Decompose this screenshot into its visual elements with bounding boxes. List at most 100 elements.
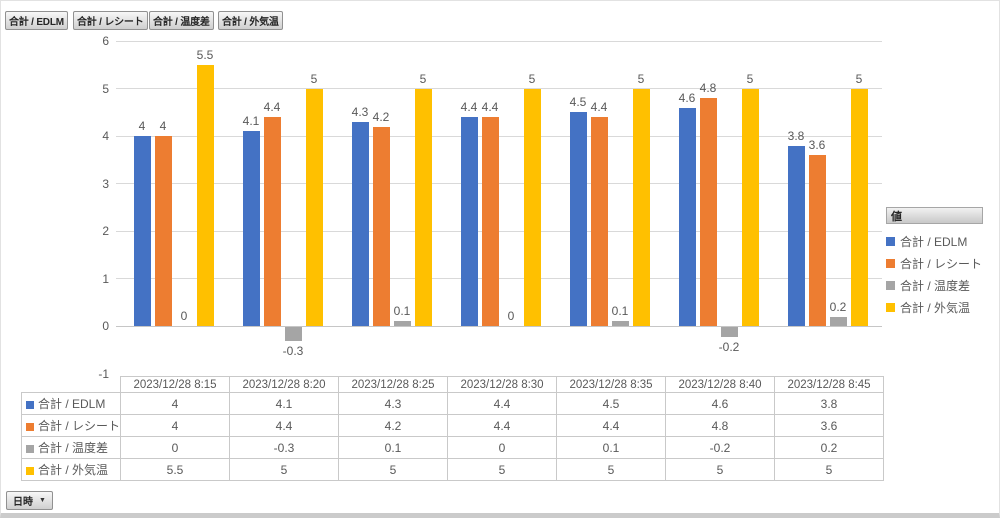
legend-swatch-icon [886, 280, 895, 290]
table-cell: 5 [338, 458, 449, 481]
y-axis-tick-label: 1 [102, 271, 109, 286]
table-cell: 5 [774, 458, 885, 481]
axis-field-button-label: 日時 [13, 497, 33, 508]
bar[interactable] [414, 88, 432, 326]
field-button-outdoortemp[interactable]: 合計 / 外気温 [218, 11, 283, 30]
legend-item-label: 合計 / EDLM [900, 234, 968, 249]
data-label: 4.8 [699, 81, 717, 95]
table-cell: 4.2 [338, 414, 449, 437]
table-row: 合計 / EDLM 4 4.1 4.3 4.4 4.5 4.6 3.8 [20, 392, 885, 415]
y-axis-tick-label: 5 [102, 81, 109, 96]
bar[interactable] [133, 136, 151, 326]
y-axis-tick-label: 4 [102, 129, 109, 143]
bar[interactable] [196, 64, 214, 326]
gridline [116, 278, 882, 279]
legend-item[interactable]: 合計 / レシート [886, 252, 996, 274]
data-label: 4.5 [569, 95, 587, 110]
y-axis-tick-label: 3 [102, 176, 109, 191]
table-cell: 4.8 [665, 414, 776, 437]
dropdown-arrow-icon: ▼ [39, 497, 46, 504]
table-cell: 4 [120, 392, 231, 415]
data-label: 4.4 [481, 100, 499, 114]
bar[interactable] [590, 117, 608, 326]
gridline [116, 230, 882, 232]
y-axis-tick-label: 6 [102, 34, 109, 48]
gridline [116, 135, 882, 137]
table-cell: 0 [447, 436, 558, 459]
bar[interactable] [699, 98, 717, 326]
table-corner-blank [22, 377, 121, 393]
axis-field-button-datetime[interactable]: 日時 ▼ [6, 491, 53, 510]
data-label: 4 [138, 119, 146, 133]
bar[interactable] [372, 126, 390, 326]
y-axis-tick-label: 2 [102, 224, 109, 238]
table-cell: 5.5 [120, 458, 231, 481]
bar[interactable] [481, 117, 499, 326]
data-label: 4.4 [590, 100, 608, 114]
data-label: 4.6 [678, 90, 696, 105]
y-axis-tick-label: 0 [102, 319, 109, 333]
data-label: 0.1 [611, 304, 629, 319]
data-label: 0.2 [829, 299, 847, 314]
data-label: 5 [419, 71, 427, 86]
data-label: 4.3 [351, 104, 369, 119]
legend-swatch-icon [886, 258, 895, 268]
bar[interactable] [787, 145, 805, 326]
bar[interactable] [460, 117, 478, 326]
data-label: 5 [637, 71, 645, 86]
data-label: 0 [507, 309, 515, 323]
data-label: 0 [180, 309, 188, 323]
table-cell: 4.4 [447, 414, 558, 437]
data-label: 5.5 [196, 47, 214, 62]
field-button-tempdiff[interactable]: 合計 / 温度差 [149, 11, 214, 30]
table-cell: 0.2 [774, 436, 885, 459]
table-cell: -0.2 [665, 436, 776, 459]
gridline [116, 88, 882, 89]
table-cell: 5 [556, 458, 667, 481]
table-cell: 5 [665, 458, 776, 481]
legend-title[interactable]: 値 [886, 207, 983, 224]
data-label: 4.4 [263, 100, 281, 114]
series-swatch-icon [26, 401, 34, 409]
bar[interactable] [850, 88, 868, 326]
table-column-header: 2023/12/28 8:40 [665, 376, 776, 393]
bar[interactable] [741, 88, 759, 326]
bar[interactable] [284, 327, 302, 342]
table-cell: 4.4 [229, 414, 340, 437]
legend-item[interactable]: 合計 / 外気温 [886, 296, 996, 318]
bar[interactable] [154, 136, 172, 326]
bar[interactable] [611, 321, 629, 326]
table-cell: 0.1 [338, 436, 449, 459]
bar[interactable] [305, 88, 323, 326]
bar[interactable] [351, 121, 369, 326]
field-button-receipt[interactable]: 合計 / レシート [73, 11, 148, 30]
y-axis-tick-label: -1 [98, 366, 109, 381]
bar[interactable] [263, 117, 281, 326]
table-row-label: 合計 / EDLM [38, 397, 106, 411]
bar[interactable] [720, 327, 738, 337]
legend-item[interactable]: 合計 / EDLM [886, 230, 996, 252]
field-button-edlm[interactable]: 合計 / EDLM [5, 11, 68, 30]
bar[interactable] [678, 107, 696, 326]
data-label: 3.6 [808, 138, 826, 152]
data-label: 4 [159, 119, 167, 133]
bar[interactable] [242, 131, 260, 326]
table-row-label: 合計 / レシート [38, 419, 121, 433]
legend-item[interactable]: 合計 / 温度差 [886, 274, 996, 296]
bar[interactable] [393, 321, 411, 326]
table-column-header: 2023/12/28 8:35 [556, 376, 667, 393]
bar[interactable] [523, 88, 541, 326]
gridline [116, 183, 882, 184]
bar[interactable] [829, 316, 847, 326]
table-column-header: 2023/12/28 8:30 [447, 376, 558, 393]
bar[interactable] [808, 155, 826, 326]
bar[interactable] [569, 112, 587, 326]
data-label: 5 [746, 71, 754, 86]
bar[interactable] [632, 88, 650, 326]
table-cell: 4.4 [447, 392, 558, 415]
table-row-label: 合計 / 温度差 [38, 441, 109, 455]
table-cell: 4.4 [556, 414, 667, 437]
table-row: 合計 / 外気温 5.5 5 5 5 5 5 5 [20, 458, 885, 481]
series-swatch-icon [26, 467, 34, 475]
table-row-header: 合計 / 外気温 [20, 458, 122, 481]
